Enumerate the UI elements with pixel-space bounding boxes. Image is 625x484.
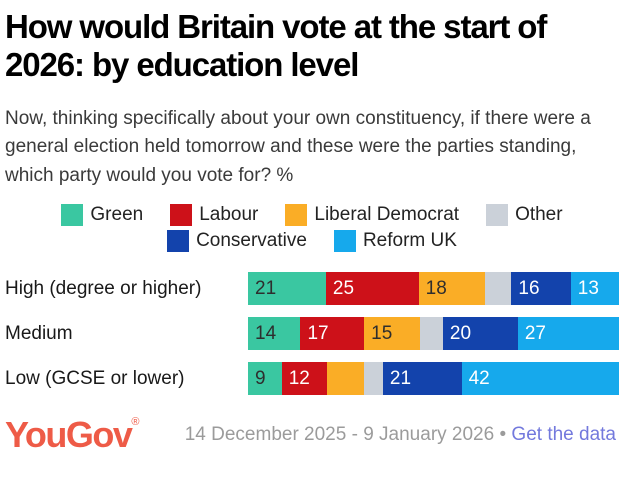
yougov-logo-text: YouGov xyxy=(5,414,133,456)
legend-item-other: Other xyxy=(486,204,563,227)
bar-segment-green: 21 xyxy=(248,272,326,306)
legend-item-labour: Labour xyxy=(170,204,259,227)
reform-uk-swatch-icon xyxy=(333,230,356,253)
segment-value: 27 xyxy=(524,322,546,344)
bar-segment-labour: 25 xyxy=(325,272,419,306)
bar-segment-reform-uk: 13 xyxy=(570,272,619,306)
legend-label: Green xyxy=(90,204,144,226)
registered-trademark-icon: ® xyxy=(131,416,139,429)
legend: Green Labour Liberal Democrat Other Conserv… xyxy=(5,204,619,253)
bar-segment-conservative: 20 xyxy=(442,317,518,351)
liberal-democrat-swatch-icon xyxy=(285,204,308,227)
bar-segment-liberal-democrat xyxy=(326,362,365,396)
segment-value: 21 xyxy=(255,277,277,299)
chart-title: How would Britain vote at the start of 2… xyxy=(5,8,547,84)
separator-dot: • xyxy=(499,424,507,446)
conservative-swatch-icon xyxy=(167,230,190,253)
segment-value: 25 xyxy=(332,277,355,299)
legend-label: Labour xyxy=(199,204,259,226)
yougov-logo: YouGov® xyxy=(5,414,139,456)
bar-segment-reform-uk: 42 xyxy=(461,362,619,396)
bar-segment-conservative: 21 xyxy=(382,362,462,396)
legend-row-2: Conservative Reform UK xyxy=(167,230,457,253)
legend-item-green: Green xyxy=(61,204,144,227)
chart-row-high-degree-or-higher-: High (degree or higher) 21 25 18 16 13 xyxy=(5,272,619,306)
chart-subtitle: Now, thinking specifically about your ow… xyxy=(5,107,591,187)
bar-segment-labour: 17 xyxy=(300,317,365,351)
segment-value: 17 xyxy=(307,322,329,344)
legend-label: Conservative xyxy=(196,230,307,252)
get-the-data-link[interactable]: Get the data xyxy=(511,424,616,446)
segment-value: 14 xyxy=(255,322,277,344)
segment-value: 42 xyxy=(468,367,490,389)
legend-item-conservative: Conservative xyxy=(167,230,307,253)
legend-row-1: Green Labour Liberal Democrat Other xyxy=(61,204,563,227)
bar-segment-reform-uk: 27 xyxy=(517,317,620,351)
legend-label: Liberal Democrat xyxy=(314,204,460,226)
bar-segment-liberal-democrat: 18 xyxy=(418,272,486,306)
chart-row-low-gcse-or-lower-: Low (GCSE or lower) 9 12 21 42 xyxy=(5,362,619,396)
bar-segment-conservative: 16 xyxy=(511,272,571,306)
footer: YouGov® 14 December 2025 - 9 January 202… xyxy=(5,417,619,453)
segment-value: 20 xyxy=(449,322,472,344)
stacked-bar: 9 12 21 42 xyxy=(248,362,619,396)
segment-value: 9 xyxy=(255,367,266,389)
legend-label: Reform UK xyxy=(362,230,457,252)
green-swatch-icon xyxy=(61,204,84,227)
chart-page: How would Britain vote at the start of 2… xyxy=(5,8,620,453)
segment-value: 13 xyxy=(577,277,599,299)
legend-label: Other xyxy=(515,204,563,226)
row-label: High (degree or higher) xyxy=(5,277,202,299)
source-line: 14 December 2025 - 9 January 2026 • Get … xyxy=(185,424,616,446)
legend-item-reform-uk: Reform UK xyxy=(333,230,457,253)
bar-segment-green: 14 xyxy=(248,317,301,351)
bar-segment-liberal-democrat: 15 xyxy=(364,317,421,351)
bar-segment-other xyxy=(420,317,443,351)
stacked-bar: 21 25 18 16 13 xyxy=(248,272,619,306)
segment-value: 16 xyxy=(518,277,540,299)
legend-item-liberal-democrat: Liberal Democrat xyxy=(285,204,460,227)
fieldwork-dates: 14 December 2025 - 9 January 2026 xyxy=(184,424,495,446)
bar-segment-other xyxy=(485,272,512,306)
stacked-bar-chart: High (degree or higher) 21 25 18 16 13 Medium 1… xyxy=(5,272,620,396)
chart-row-medium: Medium 14 17 15 20 27 xyxy=(5,317,620,351)
bar-segment-other xyxy=(364,362,383,396)
bar-segment-green: 9 xyxy=(248,362,282,396)
labour-swatch-icon xyxy=(170,204,193,227)
segment-value: 18 xyxy=(425,277,447,299)
stacked-bar: 14 17 15 20 27 xyxy=(248,317,620,351)
row-label: Medium xyxy=(5,322,73,344)
segment-value: 12 xyxy=(288,367,310,389)
segment-value: 21 xyxy=(389,367,412,389)
segment-value: 15 xyxy=(371,322,393,344)
other-swatch-icon xyxy=(486,204,509,227)
bar-segment-labour: 12 xyxy=(281,362,327,396)
row-label: Low (GCSE or lower) xyxy=(5,367,185,389)
